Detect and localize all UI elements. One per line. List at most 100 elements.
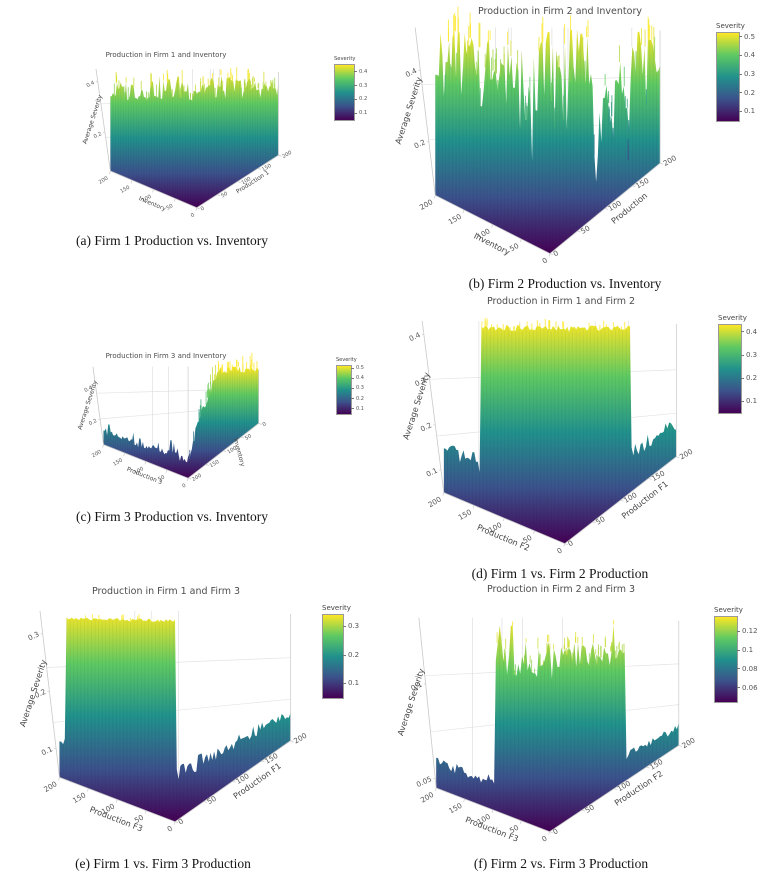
colorbar-gradient: 0.1 0.2 0.3 0.4: [718, 324, 757, 414]
y-axis-tick-label: 0: [177, 816, 186, 826]
x-axis-tick-label: 150: [112, 458, 124, 468]
tick-mark: [632, 185, 636, 188]
colorbar-tick-label: 0.2: [348, 650, 360, 659]
colorbar-a: Severity 0.1 0.2 0.3 0.4: [334, 56, 367, 121]
y-axis-tick-label: 150: [209, 459, 221, 469]
colorbar-tick-label: 0.5: [356, 365, 364, 372]
colorbar-tick-mark: [741, 377, 744, 379]
tick-mark: [676, 456, 680, 459]
colorbar-tick-label: 0.2: [359, 96, 368, 103]
surface-plot-firm1-inventory: Production in Firm 1 and Inventory 0.2 0.4…: [60, 44, 360, 229]
z-axis-tick-label: 0.4: [86, 80, 97, 89]
colorbar-tick-mark: [351, 398, 354, 400]
tick-mark: [144, 461, 147, 465]
y-axis-tick-label: 50: [579, 223, 592, 236]
colorbar-tick-mark: [351, 408, 354, 410]
colorbar-label: Severity: [718, 314, 747, 322]
panel-caption-e: (e) Firm 1 vs. Firm 3 Production: [75, 856, 251, 871]
colorbar-c: Severity 0.1 0.2 0.3 0.4 0.5: [336, 357, 364, 415]
surface-viridis: [103, 366, 259, 479]
plot-title: Production in Firm 2 and Firm 3: [487, 584, 635, 595]
z-axis-tick-label: 0.4: [408, 330, 423, 343]
tick-mark: [258, 423, 262, 425]
x-axis-tick-label: 50: [508, 241, 521, 254]
y-axis-tick-label: 50: [205, 794, 218, 807]
x-axis-tick-label: 50: [133, 812, 146, 825]
colorbar-tick-mark: [739, 73, 742, 75]
tick-mark: [614, 788, 618, 790]
x-axis-tick-label: 50: [508, 823, 521, 836]
axis-line: [95, 68, 111, 172]
surface-plot-firm3-inventory: Production in Firm 3 and Inventory 0.2 0.4…: [55, 348, 365, 490]
tick-mark: [223, 450, 227, 453]
colorbar-tick-label: 0.3: [356, 385, 364, 392]
plot-title: Production in Firm 1 and Firm 2: [487, 296, 635, 307]
x-axis-tick-label: 0: [555, 545, 564, 555]
axis-line: [421, 320, 445, 493]
x-axis-tick-label: 200: [419, 790, 436, 805]
y-axis-tick-label: 200: [191, 473, 203, 483]
x-axis-tick-label: 150: [119, 185, 131, 195]
z-axis-label: Average Severity: [395, 667, 426, 737]
colorbar-tick-mark: [741, 331, 744, 333]
tick-mark: [549, 831, 553, 834]
tick-mark: [205, 464, 209, 466]
tick-mark: [592, 521, 596, 524]
z-axis-tick-label: 0.2: [33, 687, 47, 700]
tick-mark: [659, 162, 664, 165]
colorbar-tick-label: 0.2: [746, 374, 758, 383]
tick-mark: [463, 798, 465, 803]
colorbar-d: Severity 0.1 0.2 0.3 0.4: [718, 314, 757, 414]
tick-mark: [196, 207, 200, 210]
surface-viridis: [110, 75, 279, 208]
tick-mark: [278, 154, 282, 157]
x-axis-tick-label: 50: [157, 474, 166, 483]
colorbar-tick-label: 0.4: [746, 327, 758, 336]
colorbar-e: Severity 0.1 0.2 0.3: [322, 604, 359, 699]
plot-canvas-f: Production in Firm 2 and Firm 3 0.05 0.1 20…: [395, 584, 697, 844]
x-axis-tick-label: 150: [447, 212, 464, 227]
colorbar-tick-mark: [354, 98, 357, 100]
colorbar-tick-label: 0.4: [359, 68, 368, 75]
y-axis-tick-label: 0: [262, 421, 268, 428]
axis-line: [564, 456, 677, 544]
surface-viridis: [443, 325, 677, 544]
y-axis-tick-label: 50: [220, 191, 229, 200]
colorbar-tick-label: 0.2: [744, 88, 756, 97]
z-axis-tick-label: 0.1: [40, 744, 54, 757]
tick-mark: [549, 253, 554, 255]
colorbar-tick-label: 0.2: [356, 395, 364, 402]
colorbar-tick-label: 0.5: [744, 32, 756, 41]
axis-line: [92, 366, 104, 445]
tick-mark: [130, 180, 133, 184]
axis-line: [418, 617, 437, 789]
x-axis-label: Production 3: [126, 466, 164, 486]
z-axis-tick-label: 0.1: [425, 466, 439, 479]
x-axis-tick-label: 200: [98, 176, 110, 186]
surface-plot-firm1-firm3: Production in Firm 1 and Firm 3 0.1 0.2 0.3…: [17, 582, 360, 834]
x-axis-label: Inventory: [138, 195, 168, 213]
x-axis-tick-label: 0: [190, 212, 196, 219]
plot-canvas-d: Production in Firm 1 and Firm 2 0.1 0.2 0.3…: [401, 296, 695, 556]
colorbar-tick-mark: [343, 683, 346, 685]
colorbar-tick-mark: [343, 625, 346, 627]
tick-mark: [442, 492, 445, 496]
colorbar-tick-mark: [354, 85, 357, 87]
tick-mark: [165, 469, 168, 473]
tick-mark: [257, 168, 262, 170]
y-axis-tick-label: 100: [241, 176, 253, 186]
x-axis-tick-label: 150: [447, 801, 464, 816]
z-axis-tick-label: 0.2: [88, 418, 98, 427]
colorbar-tick-mark: [737, 649, 740, 651]
tick-mark: [648, 478, 652, 480]
colorbar-tick-mark: [739, 36, 742, 38]
x-axis-label: Inventory: [472, 230, 512, 257]
colorbar-gradient: 0.06 0.08 0.1 0.12: [714, 616, 758, 703]
colorbar-f: Severity 0.06 0.08 0.1 0.12: [714, 606, 758, 703]
x-axis-tick-label: 100: [141, 194, 153, 204]
plot-title: Production in Firm 2 and Inventory: [478, 6, 642, 17]
colorbar-tick-mark: [739, 111, 742, 113]
tick-mark: [564, 543, 568, 546]
colorbar-label: Severity: [334, 56, 356, 62]
tick-mark: [563, 543, 566, 547]
